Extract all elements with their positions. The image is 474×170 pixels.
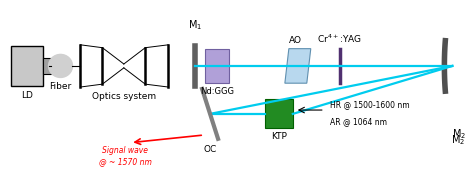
Text: Cr$^{4+}$:YAG: Cr$^{4+}$:YAG: [317, 32, 362, 45]
Text: AR @ 1064 nm: AR @ 1064 nm: [330, 117, 387, 126]
Text: Optics system: Optics system: [92, 92, 156, 101]
Text: KTP: KTP: [271, 132, 287, 141]
FancyBboxPatch shape: [43, 58, 51, 74]
Text: OC: OC: [203, 144, 217, 154]
FancyBboxPatch shape: [205, 49, 229, 83]
Text: M$_2$: M$_2$: [451, 133, 465, 147]
Text: HR @ 1500-1600 nm: HR @ 1500-1600 nm: [330, 100, 410, 109]
FancyBboxPatch shape: [265, 99, 293, 128]
Text: Nd:GGG: Nd:GGG: [200, 87, 234, 96]
Text: AO: AO: [289, 36, 302, 45]
Text: LD: LD: [21, 91, 33, 100]
Text: M$_2$: M$_2$: [452, 127, 466, 141]
Text: M$_1$: M$_1$: [188, 19, 202, 32]
Text: Fiber: Fiber: [49, 82, 72, 91]
Text: Signal wave
@ ~ 1570 nm: Signal wave @ ~ 1570 nm: [99, 147, 152, 166]
Polygon shape: [285, 49, 311, 83]
Circle shape: [48, 54, 73, 77]
FancyBboxPatch shape: [11, 46, 43, 86]
